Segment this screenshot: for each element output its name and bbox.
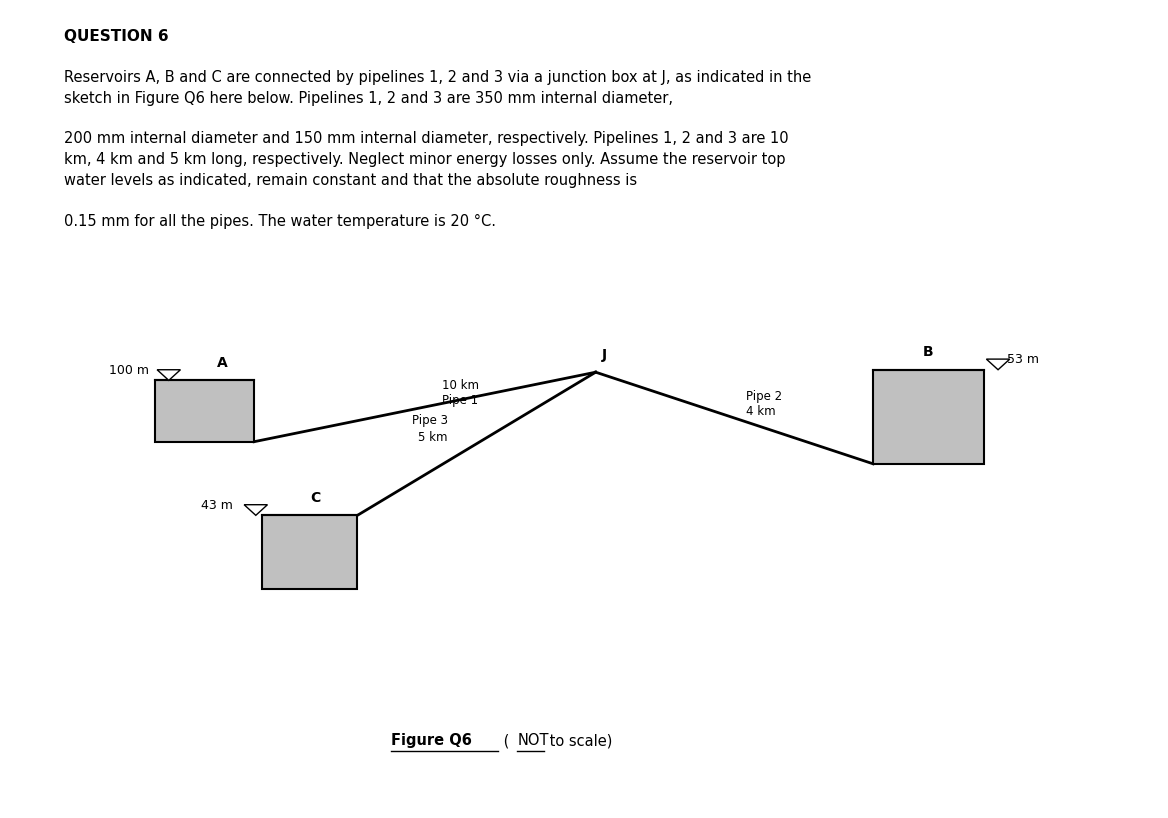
Text: J: J [602, 348, 606, 362]
Text: Pipe 3: Pipe 3 [412, 415, 449, 427]
Text: Pipe 1: Pipe 1 [443, 394, 479, 407]
Polygon shape [244, 505, 267, 515]
Bar [872, 370, 983, 464]
Text: C: C [311, 491, 320, 505]
Text: B: B [923, 345, 934, 359]
Text: 100 m: 100 m [109, 364, 150, 377]
Text: 200 mm internal diameter and 150 mm internal diameter, respectively. Pipelines 1: 200 mm internal diameter and 150 mm inte… [64, 131, 788, 188]
Text: A: A [216, 356, 228, 370]
Text: 0.15 mm for all the pipes. The water temperature is 20 °C.: 0.15 mm for all the pipes. The water tem… [64, 214, 496, 229]
Text: 5 km: 5 km [418, 431, 447, 443]
Text: to scale): to scale) [545, 734, 613, 748]
Bar [154, 380, 253, 442]
Polygon shape [986, 359, 1009, 370]
Polygon shape [157, 370, 180, 380]
Bar [262, 515, 357, 589]
Text: Figure Q6: Figure Q6 [391, 734, 472, 748]
Text: NOT: NOT [517, 734, 549, 748]
Text: Pipe 2: Pipe 2 [746, 390, 783, 403]
Text: 53 m: 53 m [1007, 353, 1040, 366]
Text: 4 km: 4 km [746, 405, 776, 418]
Text: QUESTION 6: QUESTION 6 [64, 29, 169, 43]
Text: 43 m: 43 m [201, 499, 232, 512]
Text: 10 km: 10 km [443, 380, 479, 392]
Text: Reservoirs A, B and C are connected by pipelines 1, 2 and 3 via a junction box a: Reservoirs A, B and C are connected by p… [64, 70, 812, 106]
Text: (: ( [499, 734, 509, 748]
